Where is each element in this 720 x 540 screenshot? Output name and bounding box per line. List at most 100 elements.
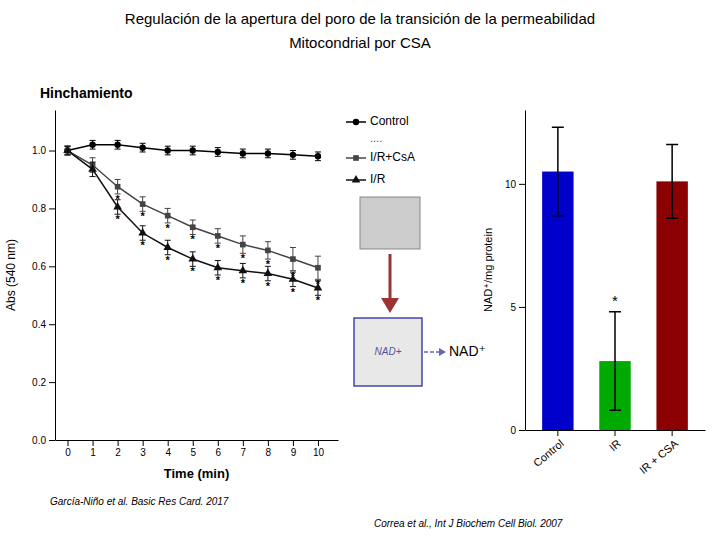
tick-mark bbox=[143, 440, 144, 446]
marker bbox=[114, 142, 120, 148]
line bbox=[68, 151, 318, 289]
legend-item: I/R bbox=[346, 172, 386, 186]
tick-mark bbox=[672, 430, 673, 436]
tick-mark bbox=[49, 440, 55, 441]
error-bar bbox=[115, 179, 121, 193]
significance-star: * bbox=[141, 210, 146, 222]
axis-line bbox=[525, 111, 526, 431]
error-bar bbox=[265, 149, 271, 158]
legend-swatch bbox=[352, 175, 361, 182]
line bbox=[68, 151, 318, 268]
tick-label: 6 bbox=[216, 447, 222, 458]
marker bbox=[190, 147, 196, 153]
marker bbox=[315, 153, 321, 159]
significance-star: * bbox=[291, 286, 296, 298]
tick-mark bbox=[519, 307, 525, 308]
marker bbox=[138, 228, 147, 235]
tick: 0 bbox=[510, 425, 525, 436]
y-axis: 0.00.20.40.60.81.0 bbox=[32, 111, 55, 446]
series bbox=[64, 140, 321, 160]
error-bar bbox=[140, 197, 146, 211]
tick-label: 3 bbox=[140, 447, 146, 458]
marker bbox=[115, 184, 121, 190]
significance-star: * bbox=[141, 239, 146, 251]
tick-label: IR + CSA bbox=[637, 437, 681, 476]
significance-star: * bbox=[316, 294, 321, 306]
subtitle: Mitocondrial por CSA bbox=[289, 34, 431, 51]
tick: 1 bbox=[90, 440, 96, 458]
chart-root: Regulación de la apertura del poro de la… bbox=[0, 0, 720, 540]
tick: 0.4 bbox=[32, 319, 55, 330]
marker bbox=[63, 146, 72, 153]
plot-area bbox=[63, 140, 322, 295]
legend-label: Control bbox=[370, 114, 409, 128]
tick: 7 bbox=[241, 440, 247, 458]
citation: Correa et al., Int J Biochem Cell Biol. … bbox=[374, 518, 563, 529]
tick-mark bbox=[93, 440, 94, 446]
significance-star: * bbox=[191, 233, 196, 245]
tick-label: 4 bbox=[165, 447, 171, 458]
tick: 3 bbox=[140, 440, 146, 458]
error-bar bbox=[265, 242, 271, 259]
legend-label: I/R+CsA bbox=[370, 150, 415, 164]
tick: 5 bbox=[190, 440, 196, 458]
tick-label: 0.4 bbox=[32, 319, 46, 330]
error-bar bbox=[315, 256, 321, 279]
tick-label: 0 bbox=[510, 425, 516, 436]
error-bar bbox=[215, 148, 221, 157]
tick-mark bbox=[519, 184, 525, 185]
tick: 6 bbox=[216, 440, 222, 458]
tick-mark bbox=[519, 430, 525, 431]
tick: 8 bbox=[266, 440, 272, 458]
error-bar bbox=[240, 149, 246, 158]
marker bbox=[215, 149, 221, 155]
marker bbox=[89, 142, 95, 148]
error-bar bbox=[190, 146, 196, 155]
legend-swatch bbox=[353, 155, 359, 161]
marker bbox=[139, 144, 145, 150]
tick-mark bbox=[49, 208, 55, 209]
tick: 5 bbox=[510, 302, 525, 313]
arrow-head bbox=[439, 348, 446, 356]
tick-label: 1.0 bbox=[32, 145, 46, 156]
tick-label: 7 bbox=[241, 447, 247, 458]
significance-star: * bbox=[612, 292, 618, 309]
tick-label: 10 bbox=[313, 447, 325, 458]
marker bbox=[140, 201, 146, 207]
tick-label: 0.2 bbox=[32, 377, 46, 388]
marker bbox=[215, 233, 221, 239]
significance-star: * bbox=[115, 193, 120, 205]
tick-label: 2 bbox=[115, 447, 121, 458]
marker bbox=[190, 224, 196, 230]
error-bar bbox=[315, 152, 321, 161]
marker bbox=[165, 213, 171, 219]
significance-star: * bbox=[216, 274, 221, 286]
tick-label: 0.0 bbox=[32, 435, 46, 446]
axis-line bbox=[55, 111, 56, 441]
tick: 9 bbox=[291, 440, 297, 458]
tick: 4 bbox=[165, 440, 171, 458]
significance-star: * bbox=[216, 242, 221, 254]
significance-star: * bbox=[166, 222, 171, 234]
annotation: .... bbox=[370, 132, 382, 144]
marker bbox=[188, 254, 197, 261]
arrow bbox=[424, 351, 440, 353]
tick-mark bbox=[193, 440, 194, 446]
tick-label: Control bbox=[531, 437, 566, 469]
error-bar bbox=[215, 229, 221, 243]
significance-star: * bbox=[266, 280, 271, 292]
error-bar bbox=[240, 236, 246, 253]
x-axis-title: Time (min) bbox=[164, 466, 230, 481]
marker bbox=[88, 164, 97, 171]
marker bbox=[213, 263, 222, 270]
annotation: NAD⁺ bbox=[449, 343, 486, 359]
tick: 1.0 bbox=[32, 145, 55, 156]
tick-label: 10 bbox=[505, 179, 517, 190]
tick-mark bbox=[243, 440, 244, 446]
error-bar bbox=[552, 127, 564, 216]
image-box bbox=[360, 197, 420, 249]
error-bar bbox=[115, 140, 121, 149]
legend-swatch bbox=[353, 119, 359, 125]
tick-mark bbox=[557, 430, 558, 436]
tick: 0.8 bbox=[32, 203, 55, 214]
